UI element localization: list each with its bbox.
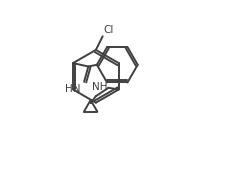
Text: Cl: Cl xyxy=(104,25,114,35)
Text: HN: HN xyxy=(65,84,80,94)
Text: NH: NH xyxy=(92,82,108,92)
